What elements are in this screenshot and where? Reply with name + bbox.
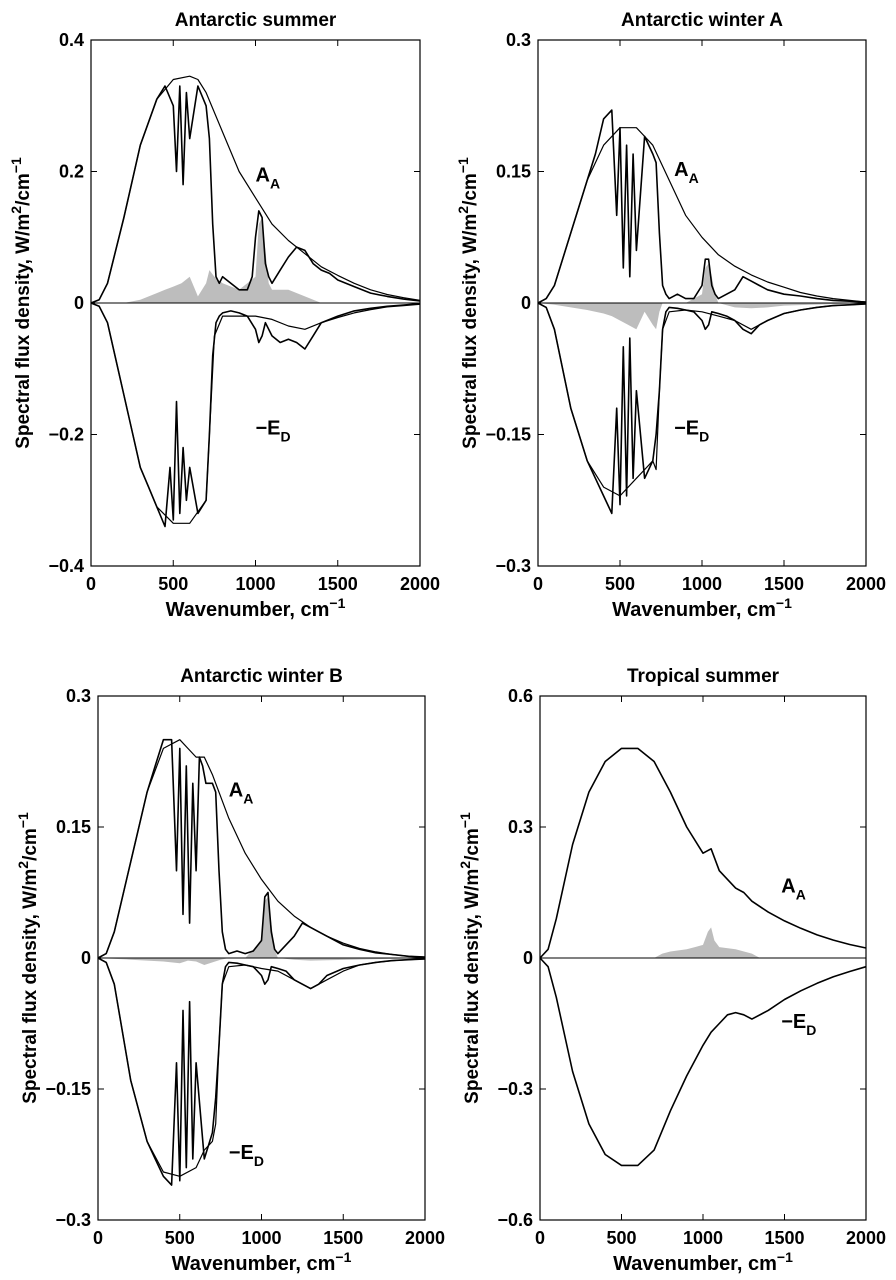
curve-label-aa: AA — [256, 164, 281, 191]
x-tick-label: 500 — [606, 1228, 636, 1248]
x-tick-label: 1500 — [764, 1228, 804, 1248]
series-line-3 — [537, 302, 867, 515]
series-line-1 — [537, 109, 867, 304]
chart-panel-1: 0 500 1000 1500 2000 −0.4 −0.2 0 0.2 0.4 Antarctic… — [8, 10, 440, 621]
series-line-0 — [97, 739, 426, 959]
y-tick-label: 0 — [523, 948, 533, 968]
curve-label-aa: AA — [674, 159, 699, 186]
x-tick-label: 500 — [165, 1228, 195, 1248]
y-tick-label: 0.2 — [59, 162, 84, 182]
x-tick-label: 1500 — [323, 1228, 363, 1248]
y-tick-label: 0.15 — [496, 162, 531, 182]
x-tick-label: 500 — [158, 574, 188, 594]
x-tick-label: 1000 — [683, 1228, 723, 1248]
series-line-2 — [537, 302, 867, 497]
y-tick-label: −0.3 — [495, 556, 531, 576]
series-line-1 — [539, 957, 867, 1167]
series-line-2 — [97, 957, 426, 1177]
y-axis-label: Spectral flux density, W/m2/cm−1 — [8, 157, 34, 449]
y-tick-label: 0.3 — [508, 817, 533, 837]
x-tick-label: 0 — [535, 1228, 545, 1248]
series-line-3 — [90, 302, 421, 528]
y-axis-label: Spectral flux density, W/m2/cm−1 — [455, 157, 481, 449]
y-tick-label: 0 — [81, 948, 91, 968]
series-line-3 — [97, 957, 426, 1186]
x-tick-label: 2000 — [405, 1228, 445, 1248]
y-tick-label: −0.4 — [48, 556, 84, 576]
chart-title: Tropical summer — [627, 666, 780, 687]
chart-title: Antarctic winter A — [621, 10, 783, 31]
y-tick-label: 0.4 — [59, 30, 84, 50]
series-line-0 — [90, 75, 421, 304]
x-tick-label: 2000 — [846, 1228, 886, 1248]
series-fill-4 — [538, 263, 866, 330]
y-tick-label: −0.15 — [45, 1079, 91, 1099]
x-tick-label: 1000 — [241, 1228, 281, 1248]
y-tick-label: 0.3 — [506, 30, 531, 50]
y-tick-label: −0.3 — [497, 1079, 533, 1099]
x-axis-label: Wavenumber, cm−1 — [613, 1249, 793, 1275]
y-tick-label: 0.15 — [56, 817, 91, 837]
series-fill-2 — [540, 927, 866, 958]
y-axis-label: Spectral flux density, W/m2/cm−1 — [457, 812, 483, 1104]
chart-panel-3: 0 500 1000 1500 2000 −0.3 −0.15 0 0.15 0.3 Antarct… — [15, 666, 445, 1275]
chart-title: Antarctic summer — [175, 10, 337, 31]
series-line-1 — [90, 85, 421, 304]
curve-label-ed: −ED — [781, 1011, 816, 1038]
y-tick-label: 0 — [74, 293, 84, 313]
series-line-2 — [90, 302, 421, 524]
x-tick-label: 0 — [533, 574, 543, 594]
x-axis-label: Wavenumber, cm−1 — [172, 1249, 352, 1275]
chart-panel-4: 0 500 1000 1500 2000 −0.6 −0.3 0 0.3 0.6 Tropical … — [457, 666, 886, 1275]
y-tick-label: 0.3 — [66, 686, 91, 706]
x-tick-label: 1500 — [318, 574, 358, 594]
y-tick-label: 0.6 — [508, 686, 533, 706]
curve-label-aa: AA — [781, 876, 806, 903]
y-axis-label: Spectral flux density, W/m2/cm−1 — [15, 812, 41, 1104]
series-line-0 — [537, 127, 867, 304]
chart-title: Antarctic winter B — [180, 666, 343, 687]
curve-label-aa: AA — [229, 779, 254, 806]
curve-label-ed: −ED — [229, 1142, 264, 1169]
chart-panel-2: 0 500 1000 1500 2000 −0.3 −0.15 0 0.15 0.3 Antarct… — [455, 10, 886, 621]
x-axis-label: Wavenumber, cm−1 — [612, 595, 792, 621]
y-tick-label: 0 — [521, 293, 531, 313]
series-line-0 — [539, 747, 867, 959]
series-fill-4 — [91, 217, 420, 303]
x-tick-label: 0 — [86, 574, 96, 594]
x-tick-label: 1500 — [764, 574, 804, 594]
x-axis-label: Wavenumber, cm−1 — [166, 595, 346, 621]
y-tick-label: −0.15 — [485, 425, 531, 445]
x-tick-label: 2000 — [846, 574, 886, 594]
curve-label-ed: −ED — [256, 418, 291, 445]
y-tick-label: −0.6 — [497, 1210, 533, 1230]
x-tick-label: 500 — [605, 574, 635, 594]
x-tick-label: 2000 — [400, 574, 440, 594]
y-tick-label: −0.2 — [48, 425, 84, 445]
y-tick-label: −0.3 — [55, 1210, 91, 1230]
x-tick-label: 1000 — [682, 574, 722, 594]
curve-label-ed: −ED — [674, 418, 709, 445]
x-tick-label: 0 — [93, 1228, 103, 1248]
x-tick-label: 1000 — [235, 574, 275, 594]
series-line-1 — [97, 738, 426, 959]
